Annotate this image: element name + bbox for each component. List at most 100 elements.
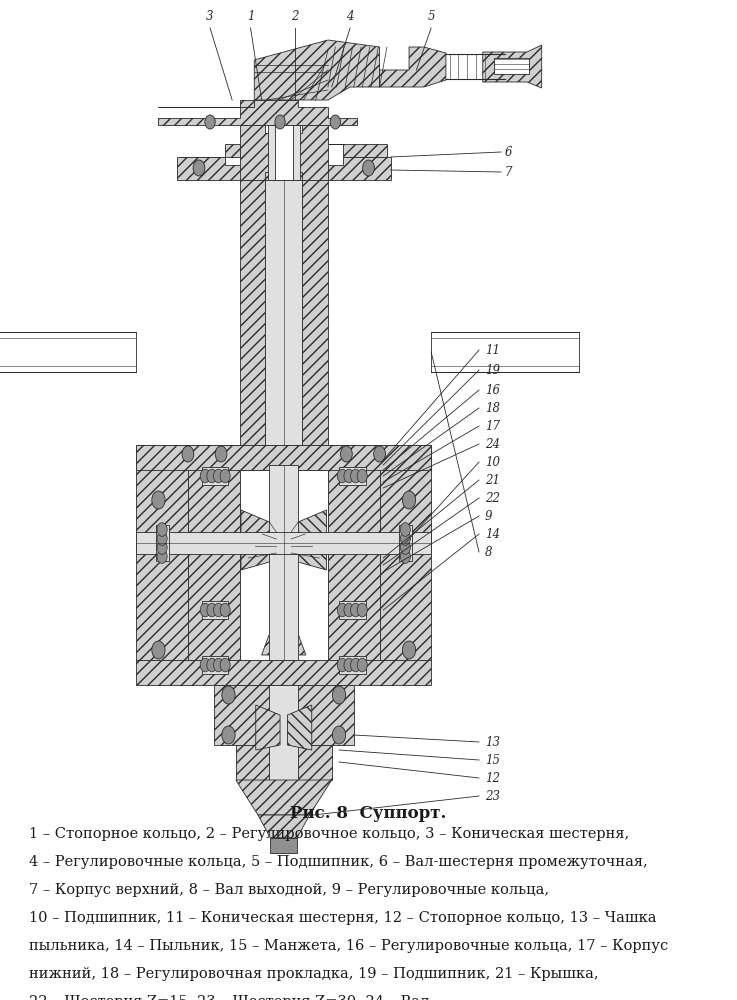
Circle shape [332, 686, 346, 704]
Bar [240, 470, 328, 660]
Text: 9: 9 [485, 510, 492, 522]
Circle shape [205, 115, 215, 129]
Polygon shape [177, 157, 391, 180]
Bar [339, 601, 366, 619]
Text: 1: 1 [247, 10, 254, 23]
Polygon shape [380, 47, 446, 87]
Circle shape [182, 446, 194, 462]
Bar [494, 58, 529, 74]
Bar [156, 525, 169, 561]
Polygon shape [158, 100, 254, 107]
Circle shape [351, 603, 360, 617]
Polygon shape [256, 705, 280, 750]
Circle shape [332, 726, 346, 744]
Bar [380, 445, 431, 660]
Bar [136, 445, 188, 660]
Text: 4: 4 [346, 10, 354, 23]
Text: нижний, 18 – Регулировочная прокладка, 19 – Подшипник, 21 – Крышка,: нижний, 18 – Регулировочная прокладка, 1… [29, 967, 599, 981]
Polygon shape [181, 144, 240, 157]
Circle shape [402, 641, 416, 659]
Bar [328, 445, 380, 660]
Bar [202, 656, 228, 674]
Text: 6: 6 [505, 145, 512, 158]
Bar [202, 601, 228, 619]
Polygon shape [258, 815, 310, 838]
Circle shape [357, 603, 367, 617]
Bar [214, 685, 354, 745]
Bar [302, 180, 328, 445]
Circle shape [214, 469, 223, 483]
Bar [339, 656, 366, 674]
Circle shape [400, 541, 411, 554]
Polygon shape [254, 40, 380, 100]
Bar [431, 332, 579, 372]
Circle shape [344, 658, 354, 672]
Text: пыльника, 14 – Пыльник, 15 – Манжета, 16 – Регулировочные кольца, 17 – Корпус: пыльника, 14 – Пыльник, 15 – Манжета, 16… [29, 939, 668, 953]
Text: 19: 19 [485, 363, 500, 376]
Text: 22 – Шестерня Z=15, 23 – Шестерня Z=30, 24 – Вал.: 22 – Шестерня Z=15, 23 – Шестерня Z=30, … [29, 995, 435, 1000]
Circle shape [222, 726, 235, 744]
Bar [275, 125, 293, 180]
Text: 10 – Подшипник, 11 – Коническая шестерня, 12 – Стопорное кольцо, 13 – Чашка: 10 – Подшипник, 11 – Коническая шестерня… [29, 911, 657, 925]
Circle shape [351, 658, 360, 672]
Circle shape [400, 532, 411, 545]
Text: 24: 24 [485, 438, 500, 450]
Text: 18: 18 [485, 401, 500, 414]
Polygon shape [483, 45, 542, 88]
Circle shape [157, 532, 167, 545]
Bar [339, 467, 366, 485]
Text: 1 – Стопорное кольцо, 2 – Регулировочное кольцо, 3 – Коническая шестерня,: 1 – Стопорное кольцо, 2 – Регулировочное… [29, 827, 629, 841]
Polygon shape [287, 705, 312, 750]
Circle shape [214, 658, 223, 672]
Text: 23: 23 [485, 790, 500, 802]
Polygon shape [236, 780, 332, 815]
Circle shape [207, 603, 217, 617]
Bar [265, 180, 302, 445]
Circle shape [200, 658, 210, 672]
Circle shape [357, 658, 367, 672]
Circle shape [157, 550, 167, 563]
Polygon shape [241, 510, 276, 570]
Text: 21: 21 [485, 474, 500, 487]
Bar [0, 332, 136, 372]
Circle shape [351, 469, 360, 483]
Circle shape [344, 603, 354, 617]
Text: 10: 10 [485, 456, 500, 468]
Bar [136, 445, 431, 470]
Circle shape [207, 469, 217, 483]
Circle shape [220, 603, 230, 617]
Bar [136, 532, 431, 554]
Bar [268, 125, 300, 180]
Polygon shape [262, 635, 306, 655]
Bar [399, 525, 412, 561]
Text: 7: 7 [505, 165, 512, 178]
Bar [136, 660, 431, 685]
Circle shape [207, 658, 217, 672]
Bar [202, 467, 228, 485]
Text: 17: 17 [485, 420, 500, 432]
Text: 16: 16 [485, 383, 500, 396]
Text: 14: 14 [485, 528, 500, 540]
Text: 2: 2 [291, 10, 298, 23]
Text: 8: 8 [485, 546, 492, 558]
Text: 4 – Регулировочные кольца, 5 – Подшипник, 6 – Вал-шестерня промежуточная,: 4 – Регулировочные кольца, 5 – Подшипник… [29, 855, 649, 869]
Bar [270, 838, 297, 853]
Circle shape [152, 641, 165, 659]
Circle shape [400, 523, 411, 536]
Text: Рис. 8  Суппорт.: Рис. 8 Суппорт. [290, 805, 447, 822]
Circle shape [338, 469, 347, 483]
Polygon shape [240, 125, 328, 180]
Circle shape [200, 603, 210, 617]
Text: 15: 15 [485, 754, 500, 766]
Circle shape [157, 541, 167, 554]
Bar [269, 685, 298, 780]
Polygon shape [291, 510, 326, 570]
Text: 5: 5 [427, 10, 435, 23]
Circle shape [214, 603, 223, 617]
Text: 13: 13 [485, 736, 500, 748]
Circle shape [193, 160, 205, 176]
Polygon shape [328, 144, 387, 157]
Circle shape [344, 469, 354, 483]
Bar [240, 180, 265, 445]
Bar [188, 445, 240, 660]
